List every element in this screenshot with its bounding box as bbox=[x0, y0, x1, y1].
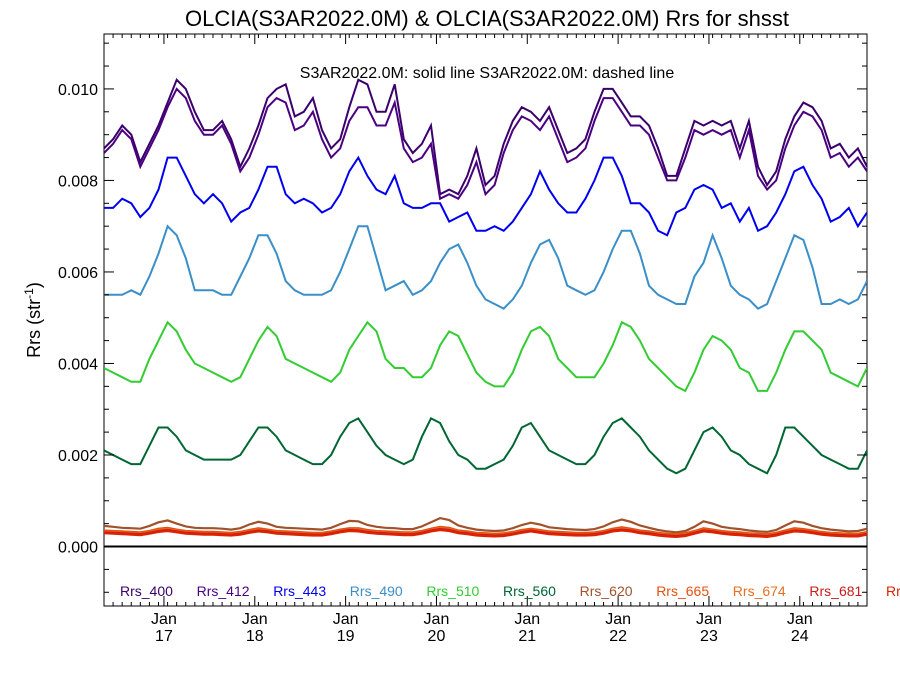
y-tick-label: 0.004 bbox=[58, 356, 98, 373]
y-axis-label-sup: -1 bbox=[22, 288, 36, 299]
y-tick-label: 0.010 bbox=[58, 82, 98, 99]
x-tick-month-label: Jan bbox=[787, 611, 813, 628]
series-line-rrs-665 bbox=[104, 525, 867, 536]
legend-entry-rrs-560: Rrs_560 bbox=[503, 583, 556, 599]
legend-entry-rrs-620: Rrs_620 bbox=[580, 583, 633, 599]
x-tick-year-label: 22 bbox=[609, 628, 627, 645]
legend-entry-rrs-400: Rrs_400 bbox=[120, 583, 173, 599]
x-tick-year-label: 19 bbox=[337, 628, 355, 645]
chart-title: OLCIA(S3AR2022.0M) & OLCIA(S3AR2022.0M) … bbox=[185, 6, 789, 31]
x-tick-month-label: Jan bbox=[424, 611, 450, 628]
legend-entry-rrs-443: Rrs_443 bbox=[273, 583, 326, 599]
x-tick-month-label: Jan bbox=[696, 611, 722, 628]
series-layer bbox=[104, 78, 867, 539]
x-tick-year-label: 18 bbox=[246, 628, 264, 645]
y-axis-ticks: 0.000 0.002 0.004 0.006 0.008 0.010 bbox=[58, 42, 867, 593]
series-line-rrs-510 bbox=[104, 320, 867, 393]
legend-entry-rrs-412: Rrs_412 bbox=[197, 583, 250, 599]
x-tick-month-label: Jan bbox=[333, 611, 359, 628]
plot-area bbox=[104, 78, 867, 539]
legend-entry-rrs-490: Rrs_490 bbox=[350, 583, 403, 599]
x-tick-month-label: Jan bbox=[514, 611, 540, 628]
series-line-rrs-443 bbox=[104, 155, 867, 237]
x-tick-year-label: 17 bbox=[155, 628, 173, 645]
y-axis-label-close: ) bbox=[24, 282, 44, 288]
x-tick-month-label: Jan bbox=[242, 611, 268, 628]
x-tick-year-label: 23 bbox=[700, 628, 718, 645]
series-line-rrs-560 bbox=[104, 417, 867, 475]
x-tick-year-label: 20 bbox=[428, 628, 446, 645]
legend: Rrs_400 Rrs_412 Rrs_443 Rrs_490 Rrs_510 Rrs_5… bbox=[120, 583, 900, 599]
series-line-rrs-620 bbox=[104, 516, 867, 534]
legend-entry-rrs-510: Rrs_510 bbox=[426, 583, 479, 599]
line-style-annotation: S3AR2022.0M: solid line S3AR2022.0M: das… bbox=[300, 65, 675, 82]
y-axis-label: Rrs (str-1) bbox=[22, 282, 44, 358]
y-tick-label: 0.008 bbox=[58, 173, 98, 190]
x-tick-year-label: 24 bbox=[791, 628, 809, 645]
legend-entry-rrs-665: Rrs_665 bbox=[656, 583, 709, 599]
series-line-rrs-400 bbox=[104, 78, 867, 196]
x-tick-month-label: Jan bbox=[151, 611, 177, 628]
series-line-rr bbox=[104, 528, 867, 539]
y-tick-label: 0.006 bbox=[58, 265, 98, 282]
x-tick-month-label: Jan bbox=[605, 611, 631, 628]
legend-entry-rr: Rr bbox=[886, 583, 900, 599]
y-tick-label: 0.000 bbox=[58, 540, 98, 557]
plot-frame bbox=[103, 33, 868, 607]
x-tick-year-label: 21 bbox=[518, 628, 536, 645]
y-tick-label: 0.002 bbox=[58, 448, 98, 465]
legend-entry-rrs-681: Rrs_681 bbox=[809, 583, 862, 599]
legend-entry-rrs-674: Rrs_674 bbox=[733, 583, 786, 599]
y-axis-label-main: Rrs (str bbox=[24, 299, 44, 358]
series-line-rrs-490 bbox=[104, 224, 867, 310]
series-line-rrs-412 bbox=[104, 87, 867, 201]
